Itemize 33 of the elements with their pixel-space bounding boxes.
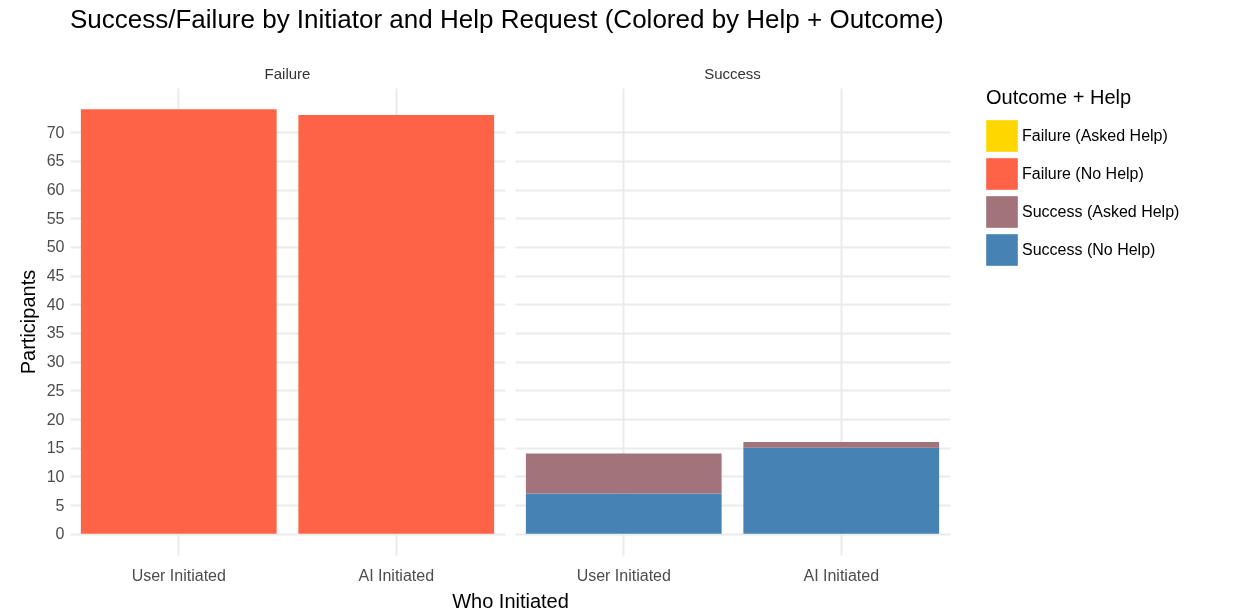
y-tick-label: 35 xyxy=(46,324,65,342)
x-tick-label: AI Initiated xyxy=(358,566,435,584)
y-tick-label: 50 xyxy=(46,238,65,256)
legend-label: Failure (Asked Help) xyxy=(1022,127,1168,144)
bar xyxy=(743,441,940,448)
y-tick-label: 25 xyxy=(46,381,65,399)
chart-subtitle: Success xyxy=(704,65,761,82)
y-tick-label: 30 xyxy=(46,353,65,371)
legend-title: Outcome + Help xyxy=(986,86,1132,108)
y-tick-label: 40 xyxy=(46,295,65,313)
legend-label: Success (No Help) xyxy=(1022,241,1156,258)
y-tick-label: 0 xyxy=(55,525,65,543)
y-tick-label: 10 xyxy=(46,467,65,485)
x-tick-label: User Initiated xyxy=(576,566,671,584)
y-tick-label: 15 xyxy=(46,439,65,457)
y-tick-label: 20 xyxy=(46,410,65,428)
chart-title: Success/Failure by Initiator and Help Request (Colored by Help + Outcome) xyxy=(70,4,944,35)
x-axis-title: Who Initiated xyxy=(452,589,569,612)
y-tick-label: 60 xyxy=(46,181,65,199)
y-tick-label: 70 xyxy=(46,123,65,141)
x-tick-label: AI Initiated xyxy=(803,566,880,584)
y-axis-title: Participants xyxy=(16,269,39,375)
y-tick-label: 5 xyxy=(55,496,65,514)
bar xyxy=(743,447,940,534)
bar xyxy=(525,453,722,494)
chart-subtitle: Failure xyxy=(264,65,311,82)
legend-label: Success (Asked Help) xyxy=(1022,203,1180,220)
legend-label: Failure (No Help) xyxy=(1022,165,1144,182)
y-tick-label: 45 xyxy=(46,267,65,285)
y-tick-label: 65 xyxy=(46,152,65,170)
y-tick-label: 55 xyxy=(46,209,65,227)
bar xyxy=(525,493,722,534)
x-tick-label: User Initiated xyxy=(131,566,226,584)
